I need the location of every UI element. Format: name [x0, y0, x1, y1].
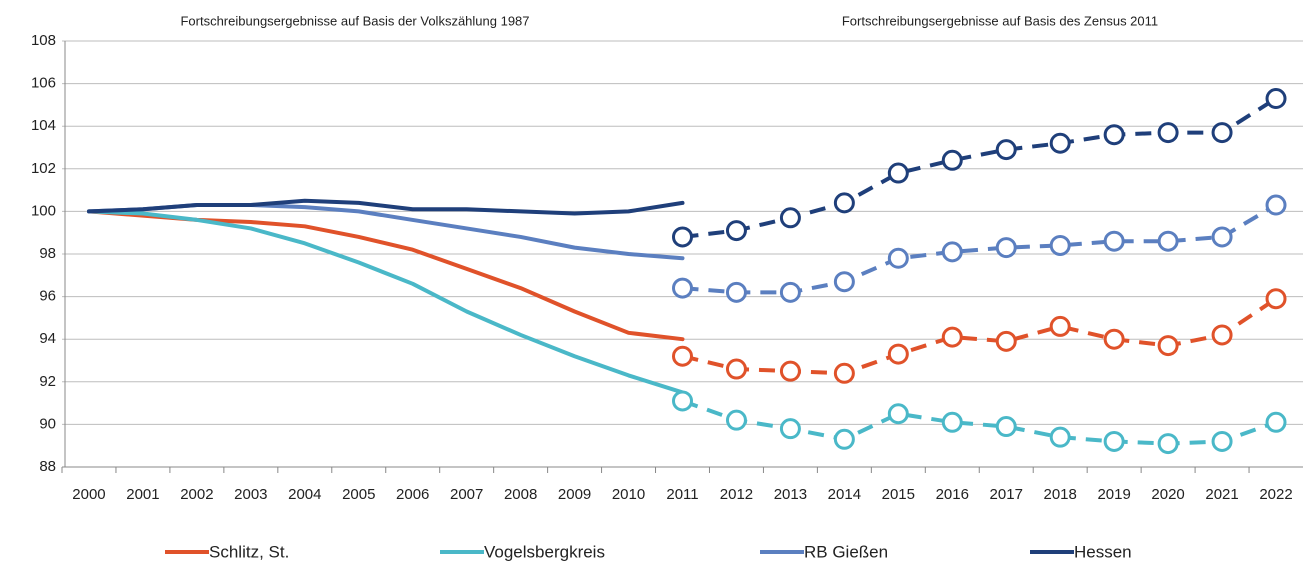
dashed-line: [682, 203, 1278, 295]
x-tick-label: 2012: [720, 486, 753, 503]
x-tick-label: 2016: [936, 486, 969, 503]
marker: [995, 330, 1017, 352]
marker: [833, 271, 855, 293]
x-tick-label: 2000: [72, 486, 105, 503]
x-tick-label: 2011: [666, 486, 698, 503]
marker: [941, 411, 963, 433]
marker: [779, 207, 801, 229]
marker: [1211, 226, 1233, 248]
x-tick-label: 2018: [1044, 486, 1077, 503]
marker: [887, 403, 909, 425]
marker: [1049, 426, 1071, 448]
x-tick-label: 2010: [612, 486, 645, 503]
x-tick-label: 2014: [828, 486, 861, 503]
y-tick-label: 98: [39, 245, 56, 262]
marker: [1157, 122, 1179, 144]
x-tick-label: 2013: [774, 486, 807, 503]
marker: [1103, 328, 1125, 350]
marker: [1211, 324, 1233, 346]
marker: [995, 139, 1017, 161]
marker: [1265, 194, 1287, 216]
annotation: Fortschreibungsergebnisse auf Basis der …: [180, 13, 529, 28]
marker: [725, 220, 747, 242]
line: [86, 198, 685, 216]
marker: [672, 345, 693, 367]
marker: [672, 277, 693, 299]
marker: [779, 360, 801, 382]
x-tick-label: 2007: [450, 486, 483, 503]
marker: [1103, 430, 1125, 452]
marker: [779, 281, 801, 303]
marker: [1211, 430, 1233, 452]
y-tick-label: 96: [39, 288, 56, 305]
marker: [1265, 288, 1287, 310]
marker: [1265, 88, 1287, 110]
y-tick-label: 108: [31, 32, 56, 49]
y-tick-label: 104: [31, 117, 56, 134]
x-tick-label: 2005: [342, 486, 375, 503]
marker: [1265, 411, 1287, 433]
marker: [1103, 124, 1125, 146]
marker: [887, 247, 909, 269]
marker: [672, 226, 693, 248]
x-tick-label: 2015: [882, 486, 915, 503]
annotation: Fortschreibungsergebnisse auf Basis des …: [842, 13, 1158, 28]
marker: [995, 416, 1017, 438]
x-tick-label: 2020: [1151, 486, 1184, 503]
marker: [887, 343, 909, 365]
marker: [833, 428, 855, 450]
marker: [995, 237, 1017, 259]
marker: [833, 192, 855, 214]
y-tick-label: 90: [39, 415, 56, 432]
marker: [1157, 335, 1179, 357]
marker: [1157, 433, 1179, 455]
marker: [887, 162, 909, 184]
marker: [1103, 230, 1125, 252]
x-tick-label: 2004: [288, 486, 321, 503]
dashed-line: [682, 297, 1278, 376]
y-tick-label: 92: [39, 373, 56, 390]
marker: [725, 409, 747, 431]
marker: [941, 326, 963, 348]
y-tick-label: 100: [31, 202, 56, 219]
marker: [1157, 230, 1179, 252]
x-tick-label: 2021: [1205, 486, 1238, 503]
dashed-line: [681, 399, 1277, 446]
marker: [725, 281, 747, 303]
x-tick-label: 2006: [396, 486, 429, 503]
legend-label: Schlitz, St.: [209, 542, 289, 561]
x-tick-label: 2001: [126, 486, 159, 503]
x-tick-label: 2003: [234, 486, 267, 503]
marker: [1211, 122, 1233, 144]
y-tick-label: 106: [31, 75, 56, 92]
x-tick-label: 2008: [504, 486, 537, 503]
legend-label: RB Gießen: [804, 542, 888, 561]
x-tick-label: 2022: [1259, 486, 1292, 503]
legend-label: Vogelsbergkreis: [484, 542, 605, 561]
x-tick-label: 2019: [1097, 486, 1130, 503]
marker: [1049, 234, 1071, 256]
marker: [941, 149, 963, 171]
legend-label: Hessen: [1074, 542, 1132, 561]
marker: [672, 390, 693, 412]
marker: [779, 418, 801, 440]
x-tick-label: 2002: [180, 486, 213, 503]
marker: [833, 362, 855, 384]
line: [86, 209, 685, 395]
y-tick-label: 102: [31, 160, 56, 177]
marker: [1049, 315, 1071, 337]
dashed-line: [682, 96, 1278, 239]
x-tick-label: 2009: [558, 486, 591, 503]
marker: [1049, 132, 1071, 154]
marker: [725, 358, 747, 380]
marker: [941, 241, 963, 263]
y-tick-label: 88: [39, 458, 56, 475]
y-tick-label: 94: [39, 330, 56, 347]
x-tick-label: 2017: [990, 486, 1023, 503]
